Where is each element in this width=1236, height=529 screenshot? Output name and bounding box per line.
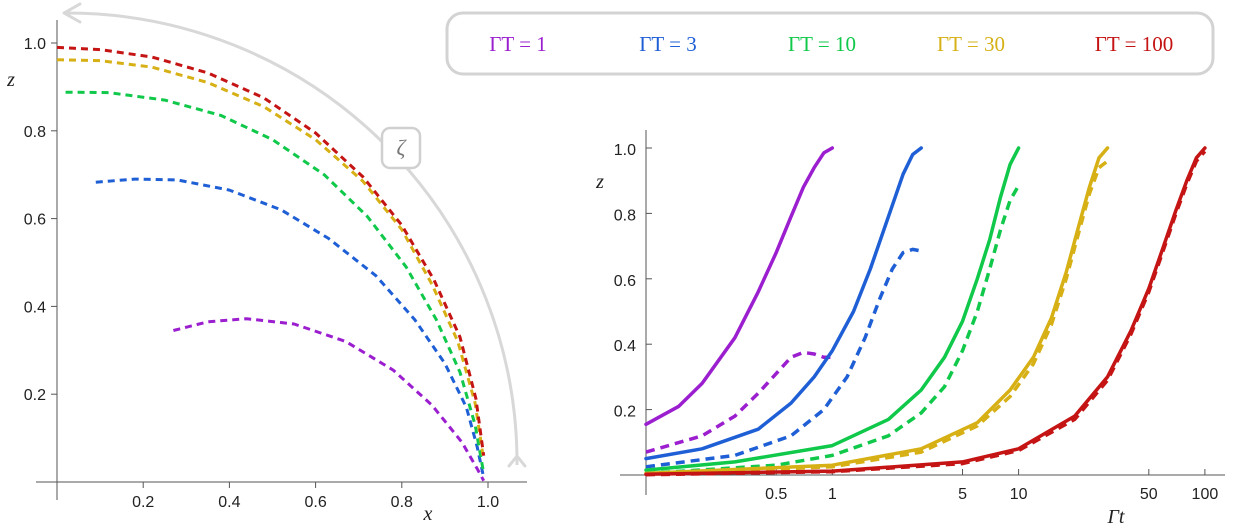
left-y-ticks: 0.2 0.4 0.6 0.8 1.0 [24, 36, 57, 404]
left-y-tick-label: 0.6 [24, 212, 46, 229]
left-y-tick-label: 0.8 [24, 124, 46, 141]
left-x-tick-label: 0.6 [304, 494, 326, 511]
right-x-tick-label: 100 [1192, 486, 1219, 503]
zeta-arc [66, 11, 519, 466]
arc-tail-icon [507, 454, 527, 468]
legend-entry: ΓT = 10 [788, 32, 856, 56]
right-x-tick-label: 0.5 [765, 486, 787, 503]
left-x-tick-label: 0.2 [132, 494, 154, 511]
series-line [95, 177, 486, 478]
right-x-tick-label: 50 [1140, 486, 1158, 503]
legend-entry: ΓT = 100 [1095, 32, 1173, 56]
right-y-tick-label: 0.2 [614, 404, 636, 421]
right-y-tick-label: 1.0 [614, 142, 636, 159]
legend-entry: ΓT = 1 [489, 32, 546, 56]
series-line-dashed [645, 247, 922, 469]
right-series [644, 146, 1207, 477]
series-line [173, 317, 486, 482]
legend-items: ΓT = 1 ΓT = 3 ΓT = 10 ΓT = 30 ΓT = 100 [489, 32, 1173, 56]
zeta-arrow: ζ [62, 2, 527, 468]
arc-arrowhead-icon [62, 2, 82, 24]
left-plot: 0.2 0.4 0.6 0.8 1.0 0.2 0.4 0.6 0.8 1.0 x z [6, 20, 527, 525]
legend: ΓT = 1 ΓT = 3 ΓT = 10 ΓT = 30 ΓT = 100 [445, 11, 1215, 76]
right-y-axis-label: z [595, 171, 604, 193]
left-x-tick-label: 0.4 [218, 494, 240, 511]
right-x-tick-label: 10 [1010, 486, 1028, 503]
series-line-dashed [645, 350, 833, 454]
right-x-tick-label: 1 [828, 486, 837, 503]
right-y-tick-label: 0.8 [614, 207, 636, 224]
series-line-dashed [645, 159, 1109, 477]
zeta-label-box [380, 126, 422, 170]
left-y-tick-label: 0.2 [24, 387, 46, 404]
right-y-tick-label: 0.6 [614, 273, 636, 290]
series-line-dashed [645, 150, 1207, 477]
series-line-solid [644, 146, 923, 461]
series-line [56, 45, 486, 456]
series-line-solid [644, 146, 1110, 476]
series-line-solid [644, 146, 1207, 477]
legend-entry: ΓT = 3 [639, 32, 696, 56]
series-line-solid [644, 146, 835, 427]
right-x-axis-label: Γt [1107, 506, 1125, 528]
legend-box [445, 11, 1215, 76]
series-line-solid [644, 146, 1021, 472]
right-y-tick-label: 0.4 [614, 338, 636, 355]
right-x-ticks: 0.5 1 5 10 50 100 [765, 469, 1218, 503]
left-x-tick-label: 1.0 [477, 494, 499, 511]
left-y-axis-label: z [6, 69, 15, 91]
left-series [56, 45, 486, 482]
right-x-tick-label: 5 [958, 486, 967, 503]
legend-entry: ΓT = 30 [937, 32, 1005, 56]
left-x-axis-label: x [423, 503, 433, 525]
left-y-tick-label: 1.0 [24, 36, 46, 53]
series-line [65, 90, 486, 474]
left-y-tick-label: 0.4 [24, 299, 46, 316]
left-x-ticks: 0.2 0.4 0.6 0.8 1.0 [132, 482, 499, 511]
series-line [56, 58, 486, 461]
zeta-label: ζ [397, 135, 408, 160]
right-y-ticks: 0.2 0.4 0.6 0.8 1.0 [614, 142, 652, 421]
right-plot: 0.5 1 5 10 50 100 0.2 0.4 0.6 0.8 1.0 Γt z [595, 130, 1225, 528]
left-x-tick-label: 0.8 [391, 494, 413, 511]
